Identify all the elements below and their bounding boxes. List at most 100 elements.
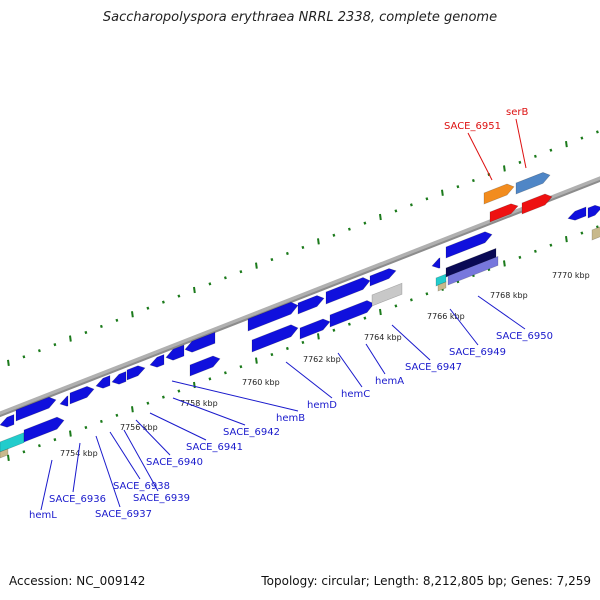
scale-label: 7758 kbp [180,399,218,408]
gene-glyph [251,324,299,353]
gene-label[interactable]: hemD [307,400,337,411]
gene-glyph [329,300,375,328]
scale-label: 7766 kbp [427,312,465,321]
bottom-tick-mark [347,322,351,326]
gene-label[interactable]: SACE_6937 [95,509,152,520]
gene-label-leader [365,343,386,375]
top-tick-mark [69,335,72,342]
genome-summary-text: Topology: circular; Length: 8,212,805 bp… [261,574,591,588]
top-tick-mark [549,148,553,152]
bottom-tick-mark [99,419,103,423]
gene-glyph [437,281,447,292]
top-tick-mark [363,221,367,225]
bottom-tick-mark [255,357,258,364]
scale-label: 7756 kbp [120,423,158,432]
top-tick-mark [7,359,10,366]
top-tick-mark [503,165,506,172]
gene-glyph [447,255,499,286]
gene-label[interactable]: SACE_6939 [133,493,190,504]
gene-label[interactable]: SACE_6940 [146,457,203,468]
gene-label[interactable]: hemA [375,376,404,387]
top-tick-mark [146,306,150,310]
bottom-tick-mark [131,406,134,413]
gene-glyph [515,172,551,195]
gene-label[interactable]: SACE_6950 [496,331,553,342]
gene-label[interactable]: SACE_6938 [113,481,170,492]
gene-label[interactable]: hemC [341,389,370,400]
bottom-tick-mark [533,249,537,253]
gene-glyph [371,282,403,307]
top-tick-mark [441,189,444,196]
gene-label-leader [40,459,53,511]
top-tick-mark [471,178,475,183]
bottom-tick-mark [518,255,522,259]
bottom-tick-mark [146,401,150,405]
gene-glyph [325,277,371,305]
top-tick-mark [425,197,429,201]
scale-label: 7760 kbp [242,378,280,387]
gene-label-leader [285,361,333,399]
bottom-tick-mark [177,389,181,393]
top-tick-mark [580,136,584,140]
bottom-tick-mark [503,260,506,267]
gene-label-leader [149,412,207,441]
top-tick-mark [53,343,57,347]
gene-label[interactable]: SACE_6942 [223,427,280,438]
bottom-tick-mark [223,371,227,375]
bottom-tick-mark [7,454,10,461]
gene-glyph [111,371,127,385]
gene-label[interactable]: SACE_6951 [444,121,501,132]
gene-glyph [483,183,515,205]
gene-glyph [165,344,185,361]
bottom-tick-mark [22,450,26,454]
gene-label[interactable]: serB [506,107,528,118]
gene-glyph [489,203,519,223]
gene-label[interactable]: hemB [276,413,305,424]
top-tick-mark [533,154,537,158]
bottom-tick-mark [239,365,243,369]
bottom-tick-mark [549,243,553,247]
gene-label-leader [477,295,526,330]
gene-label-leader [135,419,171,456]
gene-label[interactable]: hemL [29,510,57,521]
gene-glyph [521,193,553,215]
gene-glyph [297,295,325,315]
gene-glyph [184,331,216,353]
scale-label: 7762 kbp [303,355,341,364]
page-title: Saccharopolyspora erythraea NRRL 2338, c… [102,10,498,25]
gene-label[interactable]: SACE_6949 [449,347,506,358]
bottom-tick-mark [53,438,57,442]
top-tick-mark [131,311,134,318]
gene-label-leader [337,352,363,388]
gene-label-leader [172,397,246,426]
gene-label[interactable]: SACE_6936 [49,494,106,505]
gene-glyph [126,365,146,381]
top-tick-mark [347,227,351,231]
gene-glyph [431,257,441,269]
bottom-tick-mark [379,308,382,316]
gene-glyph [299,318,331,340]
top-tick-mark [409,203,413,207]
top-tick-mark [223,276,227,280]
bottom-tick-mark [394,304,398,308]
gene-glyph [0,414,15,428]
top-tick-mark [177,294,181,298]
gene-glyph [149,354,165,368]
gene-label[interactable]: SACE_6941 [186,442,243,453]
bottom-tick-mark [69,430,72,437]
top-tick-mark [332,233,336,237]
gene-glyph [247,301,299,332]
scale-label: 7768 kbp [490,291,528,300]
scale-label: 7764 kbp [364,333,402,342]
gene-glyph [0,448,9,459]
gene-label[interactable]: SACE_6947 [405,362,462,373]
gene-label-leader [123,429,159,492]
top-tick-mark [317,238,320,245]
top-tick-mark [239,270,243,274]
bottom-tick-mark [285,346,289,351]
top-tick-mark [518,160,522,164]
top-tick-mark [301,245,305,250]
gene-glyph [59,395,69,407]
